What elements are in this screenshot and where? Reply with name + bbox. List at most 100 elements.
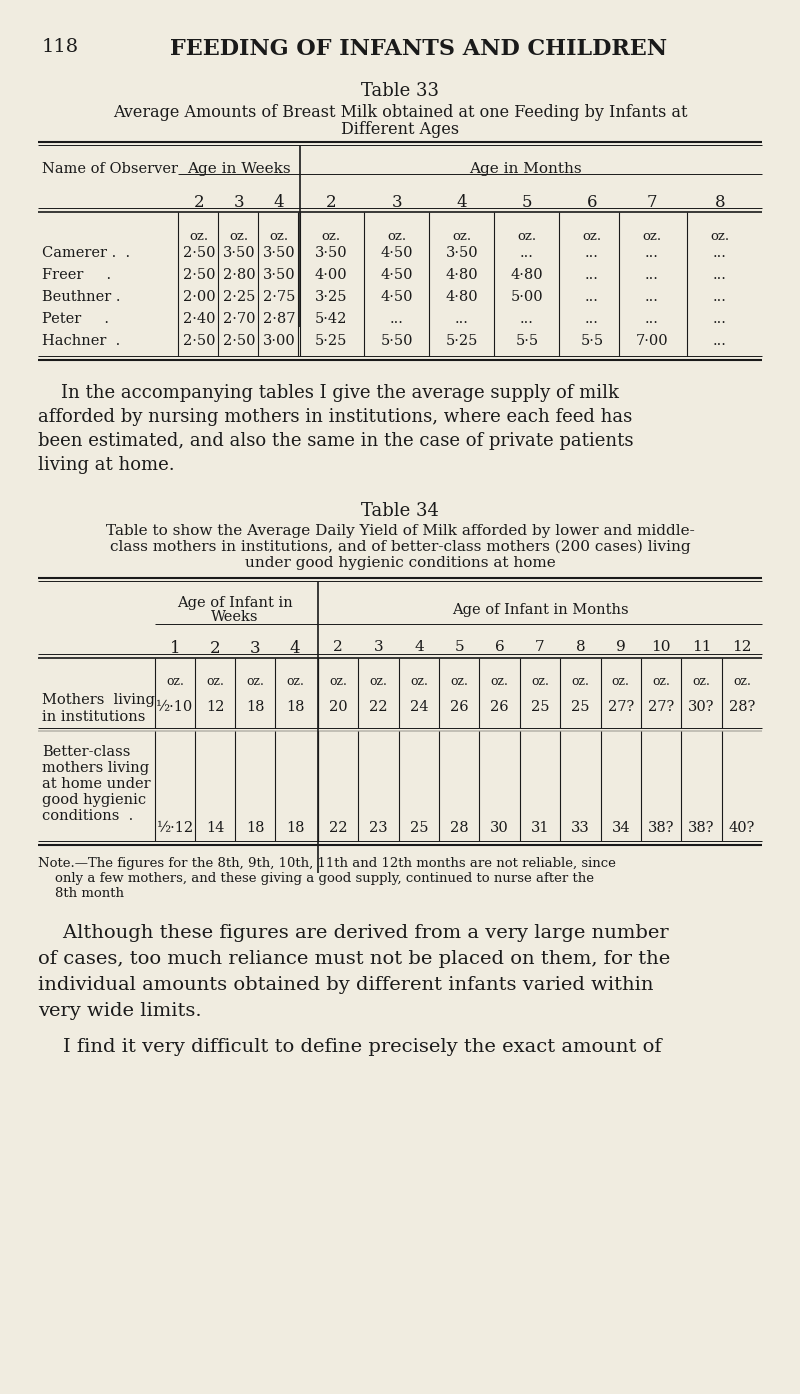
Text: ...: ... [713,245,727,261]
Text: ...: ... [585,268,599,282]
Text: 30?: 30? [688,700,714,714]
Text: afforded by nursing mothers in institutions, where each feed has: afforded by nursing mothers in instituti… [38,408,632,427]
Text: individual amounts obtained by different infants varied within: individual amounts obtained by different… [38,976,654,994]
Text: 3·50: 3·50 [262,268,295,282]
Text: 6: 6 [494,640,505,654]
Text: Note.—The figures for the 8th, 9th, 10th, 11th and 12th months are not reliable,: Note.—The figures for the 8th, 9th, 10th… [38,857,616,870]
Text: 4·00: 4·00 [314,268,347,282]
Text: 25: 25 [571,700,590,714]
Text: 3: 3 [374,640,383,654]
Text: oz.: oz. [270,230,289,243]
Text: ...: ... [713,268,727,282]
Text: oz.: oz. [246,675,264,689]
Text: 18: 18 [246,821,264,835]
Text: oz.: oz. [370,675,387,689]
Text: ...: ... [645,268,659,282]
Text: Different Ages: Different Ages [341,121,459,138]
Text: oz.: oz. [582,230,602,243]
Text: 2·50: 2·50 [182,268,215,282]
Text: 2·75: 2·75 [263,290,295,304]
Text: ...: ... [585,245,599,261]
Text: Better-class: Better-class [42,744,130,758]
Text: 4: 4 [414,640,424,654]
Text: 2: 2 [326,194,336,210]
Text: Although these figures are derived from a very large number: Although these figures are derived from … [38,924,669,942]
Text: 5: 5 [454,640,464,654]
Text: 2·00: 2·00 [182,290,215,304]
Text: oz.: oz. [286,675,304,689]
Text: 22: 22 [329,821,347,835]
Text: ...: ... [645,312,659,326]
Text: Table 34: Table 34 [361,502,439,520]
Text: 118: 118 [42,38,79,56]
Text: 3: 3 [250,640,260,657]
Text: 6: 6 [586,194,598,210]
Text: 3·00: 3·00 [262,335,295,348]
Text: Beuthner .: Beuthner . [42,290,121,304]
Text: 26: 26 [490,700,509,714]
Text: Camerer .  .: Camerer . . [42,245,130,261]
Text: 4·80: 4·80 [446,290,478,304]
Text: 5·25: 5·25 [315,335,347,348]
Text: 4: 4 [457,194,467,210]
Text: ...: ... [645,245,659,261]
Text: of cases, too much reliance must not be placed on them, for the: of cases, too much reliance must not be … [38,949,670,967]
Text: 1: 1 [170,640,180,657]
Text: 3·50: 3·50 [314,245,347,261]
Text: 5·5: 5·5 [581,335,603,348]
Text: very wide limits.: very wide limits. [38,1002,202,1020]
Text: 14: 14 [206,821,224,835]
Text: 18: 18 [286,700,304,714]
Text: Mothers  living: Mothers living [42,693,155,707]
Text: Name of Observer: Name of Observer [42,162,178,176]
Text: oz.: oz. [571,675,590,689]
Text: ...: ... [713,290,727,304]
Text: 25: 25 [410,821,428,835]
Text: ...: ... [713,312,727,326]
Text: good hygienic: good hygienic [42,793,146,807]
Text: oz.: oz. [387,230,406,243]
Text: oz.: oz. [450,675,468,689]
Text: 2: 2 [194,194,204,210]
Text: ½·12: ½·12 [157,821,194,835]
Text: 4·80: 4·80 [510,268,543,282]
Text: in institutions: in institutions [42,710,146,723]
Text: 5·5: 5·5 [515,335,538,348]
Text: 31: 31 [530,821,550,835]
Text: oz.: oz. [190,230,209,243]
Text: I find it very difficult to define precisely the exact amount of: I find it very difficult to define preci… [38,1039,662,1057]
Text: 4·50: 4·50 [381,268,414,282]
Text: oz.: oz. [710,230,730,243]
Text: 38?: 38? [688,821,714,835]
Text: 3·50: 3·50 [446,245,478,261]
Text: Table 33: Table 33 [361,82,439,100]
Text: Age of Infant in Months: Age of Infant in Months [452,604,628,618]
Text: 2·87: 2·87 [262,312,295,326]
Text: Weeks: Weeks [211,611,258,625]
Text: Age of Infant in: Age of Infant in [177,597,293,611]
Text: 5: 5 [522,194,532,210]
Text: 3: 3 [234,194,244,210]
Text: 2: 2 [210,640,220,657]
Text: 30: 30 [490,821,509,835]
Text: 5·42: 5·42 [315,312,347,326]
Text: 2·40: 2·40 [182,312,215,326]
Text: Peter     .: Peter . [42,312,109,326]
Text: 7: 7 [535,640,545,654]
Text: 8: 8 [575,640,585,654]
Text: 33: 33 [571,821,590,835]
Text: oz.: oz. [518,230,537,243]
Text: Table to show the Average Daily Yield of Milk afforded by lower and middle-: Table to show the Average Daily Yield of… [106,524,694,538]
Text: 2·50: 2·50 [182,245,215,261]
Text: 2·50: 2·50 [222,335,255,348]
Text: oz.: oz. [322,230,341,243]
Text: only a few mothers, and these giving a good supply, continued to nurse after the: only a few mothers, and these giving a g… [38,873,594,885]
Text: 2·25: 2·25 [223,290,255,304]
Text: 3·50: 3·50 [262,245,295,261]
Text: oz.: oz. [410,675,428,689]
Text: 4·50: 4·50 [381,290,414,304]
Text: 4: 4 [274,194,284,210]
Text: living at home.: living at home. [38,456,174,474]
Text: Freer     .: Freer . [42,268,111,282]
Text: 5·25: 5·25 [446,335,478,348]
